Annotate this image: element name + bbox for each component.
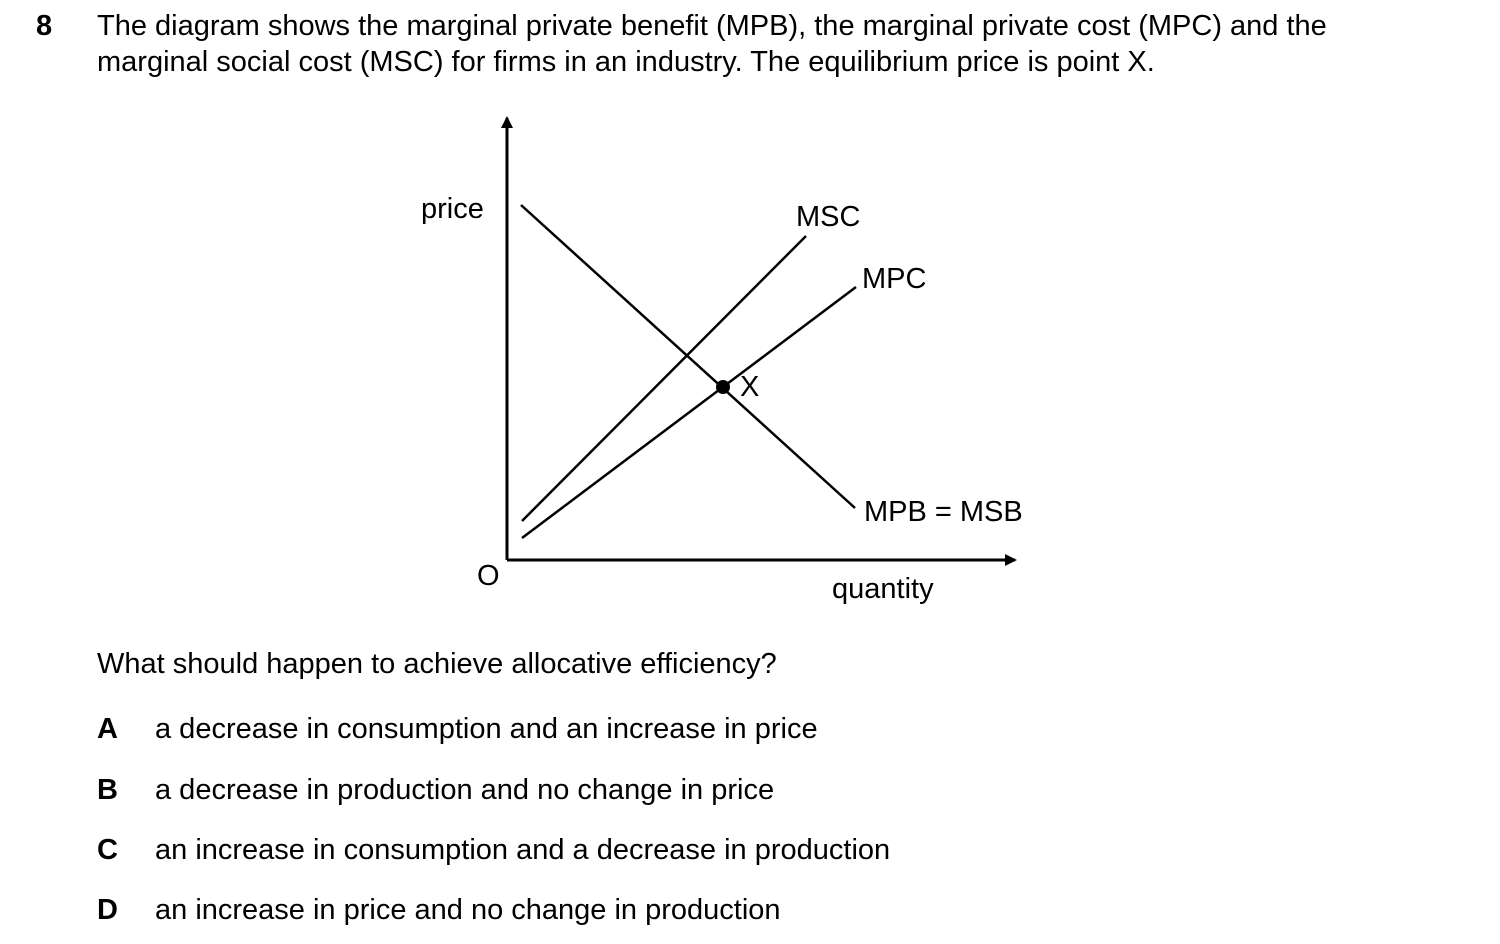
point-x-label: X [740,371,760,403]
option-text: an increase in price and no change in pr… [155,894,781,926]
y-axis-label: price [421,193,484,225]
x-axis-label: quantity [832,573,934,605]
question-stem: The diagram shows the marginal private b… [97,8,1457,80]
equilibrium-point [716,380,730,394]
msc-label: MSC [796,201,861,233]
option-letter: D [97,894,118,926]
option-letter: A [97,713,118,745]
option-text: an increase in consumption and a decreas… [155,834,891,866]
stem-line-1: The diagram shows the marginal private b… [97,10,1327,42]
mpc-curve [521,286,857,539]
option-text: a decrease in consumption and an increas… [155,713,818,745]
mpc-label: MPC [862,263,927,295]
option-letter: C [97,834,118,866]
option-letter: B [97,774,118,806]
demand-curve [520,204,856,509]
question-prompt: What should happen to achieve allocative… [97,648,777,680]
stem-line-2: marginal social cost (MSC) for firms in … [97,46,1155,78]
demand-label: MPB = MSB [864,496,1023,528]
question-number: 8 [36,10,53,42]
msc-curve [521,235,807,522]
option-text: a decrease in production and no change i… [155,774,775,806]
origin-label: O [477,560,500,592]
